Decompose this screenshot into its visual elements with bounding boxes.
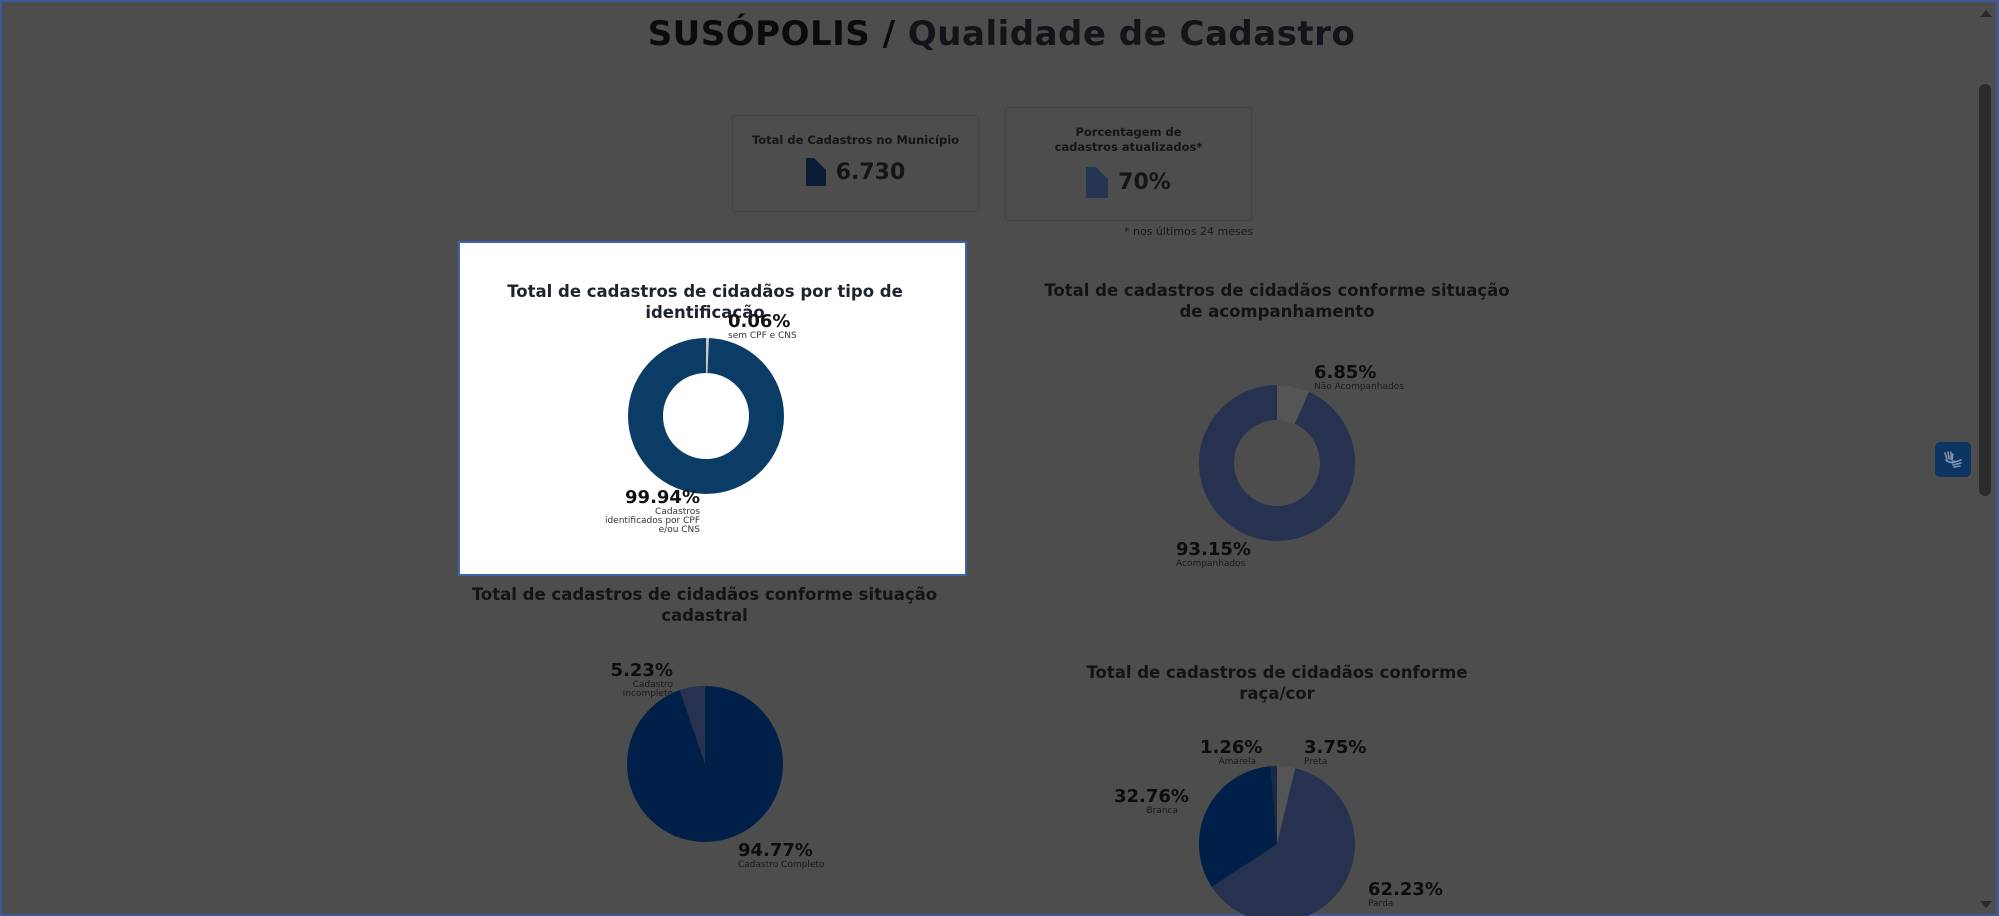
scroll-down-arrow-icon[interactable] [1980,901,1992,908]
kpi-value: 70% [1118,170,1171,195]
municipality-name: SUSÓPOLIS [647,14,871,54]
kpi-label: Porcentagem de cadastros atualizados* [1054,125,1203,154]
label-acompanhados: 93.15% Acompanhados [1176,539,1251,569]
chart-raca-cor[interactable]: Total de cadastros de cidadãos conforme … [1062,657,1492,916]
donut-chart [1199,385,1355,541]
chart-title: Total de cadastros de cidadãos conforme … [1086,663,1468,703]
title-separator: / [870,14,908,54]
document-icon [805,158,826,186]
document-icon [1086,167,1109,198]
chart-title: Total de cadastros de cidadãos conforme … [1044,281,1510,321]
chart-tipo-identificacao[interactable]: Total de cadastros de cidadãos por tipo … [458,241,967,576]
label-sem-cpf: 0.06% sem CPF e CNS [728,311,797,341]
scrollbar-thumb[interactable] [1979,84,1991,496]
chart-title: Total de cadastros de cidadãos por tipo … [507,282,903,322]
kpi-percent-atualizados: Porcentagem de cadastros atualizados* 70… [1005,107,1252,221]
pie-chart [1198,765,1355,916]
kpi-total-cadastros: Total de Cadastros no Município 6.730 [732,115,979,212]
chart-situacao-acompanhamento[interactable]: Total de cadastros de cidadãos conforme … [1042,272,1512,572]
label-identificados: 99.94% Cadastros identificados por CPF e… [604,487,700,535]
label-amarela: 1.26% Amarela [1200,737,1263,767]
chart-situacao-cadastral[interactable]: Total de cadastros de cidadãos conforme … [457,580,967,880]
label-cadastro-completo: 94.77% Cadastro Completo [738,840,825,870]
vertical-scrollbar[interactable] [1977,2,1993,914]
page-header: SUSÓPOLIS / Qualidade de Cadastro [2,14,1999,54]
page-title: Qualidade de Cadastro [907,14,1356,54]
kpi-footnote: * nos últimos 24 meses [1124,225,1254,238]
kpi-value: 6.730 [835,159,906,185]
sign-language-icon [1944,450,1962,468]
label-nao-acompanhados: 6.85% Não Acompanhados [1314,362,1404,392]
donut-chart [628,338,784,494]
accessibility-button[interactable] [1935,442,1971,477]
label-preta: 3.75% Preta [1304,737,1367,767]
kpi-label: Total de Cadastros no Município [751,133,960,147]
label-cadastro-incompleto: 5.23% Cadastro Incompleto [610,660,673,699]
pie-chart [627,686,783,842]
label-parda: 62.23% Parda [1368,879,1443,909]
chart-title: Total de cadastros de cidadãos conforme … [471,585,938,625]
scroll-up-arrow-icon[interactable] [1980,10,1992,17]
label-branca: 32.76% Branca [1114,786,1189,816]
